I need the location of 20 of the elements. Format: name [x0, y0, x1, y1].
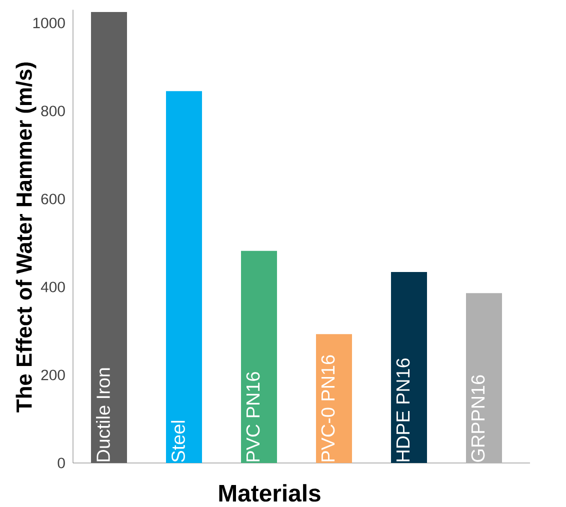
y-tick-label: 400	[40, 282, 65, 292]
x-tick-label: GRPPN16	[471, 375, 485, 462]
bar	[91, 12, 128, 463]
y-tick-label: 800	[41, 106, 65, 116]
x-tick-label: PVC PN16	[246, 372, 260, 462]
bar	[241, 250, 278, 463]
y-tick-label: 1000	[33, 18, 65, 28]
x-tick-label: HDPE PN16	[396, 358, 410, 462]
y-tick-label: 200	[41, 370, 65, 380]
bar	[166, 91, 202, 463]
x-axis-title: Materials	[219, 484, 320, 502]
y-tick-label: 600	[41, 194, 65, 204]
bar	[316, 334, 352, 463]
x-tick-label: Ductile Iron	[96, 368, 110, 462]
x-tick-label: PVC-0 PN16	[321, 355, 335, 462]
y-axis-title: The Effect of Water Hammer (m/s)	[16, 62, 36, 412]
y-tick-label: 0	[58, 458, 65, 468]
bar	[391, 272, 428, 463]
bar	[466, 293, 502, 463]
x-tick-label: Steel	[171, 420, 185, 462]
